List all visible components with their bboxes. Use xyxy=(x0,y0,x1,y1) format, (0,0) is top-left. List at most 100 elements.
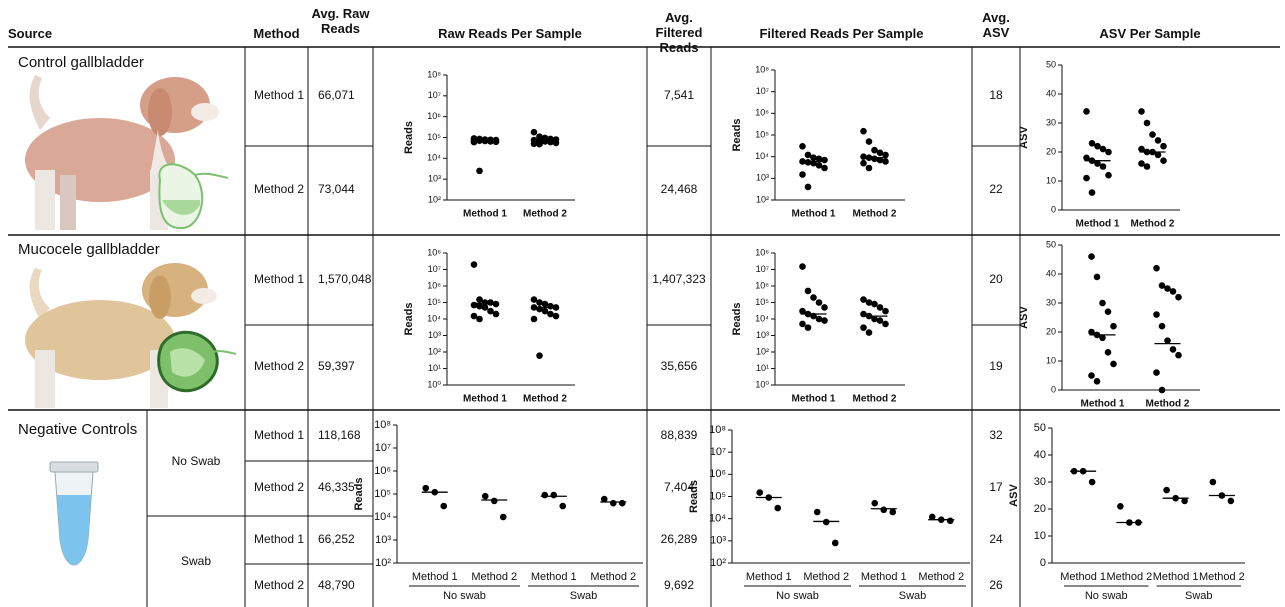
data-point xyxy=(476,315,483,323)
method-cell: Method 2 xyxy=(254,182,304,196)
data-point xyxy=(799,263,806,270)
x-tick-label: Method 2 xyxy=(1199,571,1245,583)
data-point xyxy=(860,127,867,135)
y-tick-label: 10⁵ xyxy=(427,297,441,307)
y-tick-label: 10⁷ xyxy=(375,442,391,454)
y-tick-label: 10⁵ xyxy=(755,297,769,307)
x-tick-label: Method 2 xyxy=(803,571,849,583)
data-point xyxy=(865,138,873,145)
column-header: Avg. Raw Reads xyxy=(311,6,370,36)
y-tick-label: 10² xyxy=(375,557,391,569)
data-point xyxy=(499,513,507,521)
data-point xyxy=(1169,346,1177,353)
y-tick-label: 10¹ xyxy=(428,363,441,373)
data-point xyxy=(1083,108,1090,115)
data-point xyxy=(492,300,500,308)
data-point xyxy=(1153,311,1160,318)
avg-asv-cell: 24 xyxy=(989,532,1003,546)
data-point xyxy=(547,302,554,310)
data-point xyxy=(804,151,812,159)
data-point xyxy=(865,164,873,172)
avg-raw-cell: 118,168 xyxy=(318,428,361,442)
data-point xyxy=(470,261,478,268)
y-tick-label: 10⁷ xyxy=(428,90,441,100)
data-point xyxy=(804,287,812,295)
method-cell: Method 1 xyxy=(254,88,304,102)
data-point xyxy=(490,497,498,505)
y-tick-label: 10⁶ xyxy=(755,280,769,290)
y-tick-label: 40 xyxy=(1046,268,1056,278)
data-point xyxy=(550,491,558,499)
avg-filtered-cell: 7,541 xyxy=(664,88,694,102)
y-tick-label: 10⁷ xyxy=(710,446,726,458)
y-tick-label: 10⁵ xyxy=(374,488,391,500)
y-tick-label: 10⁷ xyxy=(756,86,769,96)
data-point xyxy=(1164,337,1171,345)
source-label: Mucocele gallbladder xyxy=(18,241,160,258)
y-tick-label: 10³ xyxy=(428,330,441,340)
data-point xyxy=(541,491,549,499)
data-point xyxy=(1138,145,1145,153)
data-point xyxy=(810,154,817,161)
data-point xyxy=(440,502,448,510)
data-point xyxy=(476,302,483,310)
group-label: Swab xyxy=(570,590,598,602)
data-point xyxy=(1104,308,1112,316)
data-point xyxy=(1093,273,1101,281)
data-point xyxy=(600,495,608,503)
data-point xyxy=(882,320,889,328)
column-header: ASV Per Sample xyxy=(1099,26,1201,41)
data-point xyxy=(1175,293,1182,301)
y-tick-label: 10 xyxy=(1046,355,1056,365)
data-point xyxy=(871,155,878,163)
data-point xyxy=(804,324,812,331)
data-point xyxy=(860,324,867,331)
data-point xyxy=(1099,334,1106,342)
data-point xyxy=(1105,171,1112,179)
y-tick-label: 10² xyxy=(428,194,441,204)
data-point xyxy=(1088,189,1096,196)
group-label: No swab xyxy=(776,590,819,602)
data-point xyxy=(946,517,954,525)
avg-raw-cell: 73,044 xyxy=(318,182,355,196)
data-point xyxy=(1143,119,1151,127)
data-point xyxy=(552,312,560,320)
column-header: Method xyxy=(253,26,300,41)
data-point xyxy=(1094,160,1101,167)
data-point xyxy=(804,183,812,191)
y-tick-label: 10⁴ xyxy=(709,513,726,525)
data-point xyxy=(1160,142,1167,150)
x-tick-label: Method 2 xyxy=(918,571,964,583)
method-cell: Method 1 xyxy=(254,272,304,286)
data-point xyxy=(1209,478,1217,486)
data-point xyxy=(860,296,867,303)
data-point xyxy=(1088,253,1095,260)
y-tick-label: 30 xyxy=(1046,297,1056,307)
y-tick-label: 10³ xyxy=(375,534,391,546)
data-point xyxy=(1175,351,1182,359)
x-tick-label: Method 1 xyxy=(1153,571,1199,583)
data-point xyxy=(492,138,500,146)
data-point xyxy=(928,513,936,521)
data-point xyxy=(1099,299,1106,307)
data-point xyxy=(1227,497,1235,505)
method-cell: Method 2 xyxy=(254,480,304,494)
data-point xyxy=(815,155,823,163)
y-tick-label: 10⁶ xyxy=(709,468,726,480)
data-point xyxy=(1153,369,1160,376)
data-point xyxy=(860,159,867,167)
x-tick-label: Method 1 xyxy=(792,209,836,220)
dog-illustration xyxy=(25,75,229,230)
data-point xyxy=(1088,478,1096,486)
y-axis-label: ASV xyxy=(1018,126,1030,149)
data-point xyxy=(492,310,500,318)
y-tick-label: 40 xyxy=(1034,449,1046,461)
x-tick-label: Method 1 xyxy=(531,571,577,583)
data-point xyxy=(1153,264,1160,272)
y-tick-label: 10⁰ xyxy=(427,379,441,389)
avg-asv-cell: 26 xyxy=(989,578,1003,592)
column-header: Avg. ASV xyxy=(982,10,1010,40)
avg-asv-cell: 18 xyxy=(989,88,1003,102)
avg-asv-cell: 22 xyxy=(989,182,1003,196)
